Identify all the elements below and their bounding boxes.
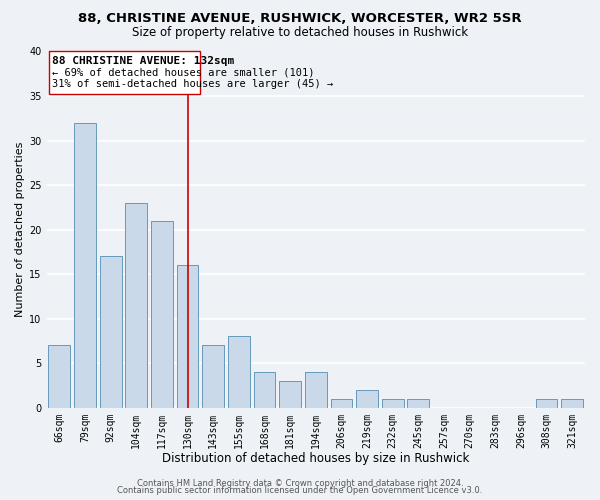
Text: ← 69% of detached houses are smaller (101): ← 69% of detached houses are smaller (10…	[52, 68, 314, 78]
Text: 88 CHRISTINE AVENUE: 132sqm: 88 CHRISTINE AVENUE: 132sqm	[52, 56, 234, 66]
Bar	[356, 390, 378, 407]
Bar	[228, 336, 250, 407]
Bar	[151, 220, 173, 408]
Text: Contains HM Land Registry data © Crown copyright and database right 2024.: Contains HM Land Registry data © Crown c…	[137, 478, 463, 488]
Bar	[100, 256, 122, 408]
Y-axis label: Number of detached properties: Number of detached properties	[15, 142, 25, 318]
Bar	[202, 346, 224, 408]
Text: Size of property relative to detached houses in Rushwick: Size of property relative to detached ho…	[132, 26, 468, 39]
Bar	[49, 346, 70, 408]
X-axis label: Distribution of detached houses by size in Rushwick: Distribution of detached houses by size …	[162, 452, 469, 465]
Bar	[125, 203, 147, 408]
Bar	[561, 399, 583, 407]
Text: 88, CHRISTINE AVENUE, RUSHWICK, WORCESTER, WR2 5SR: 88, CHRISTINE AVENUE, RUSHWICK, WORCESTE…	[78, 12, 522, 26]
Bar	[74, 122, 96, 408]
FancyBboxPatch shape	[49, 52, 200, 94]
Bar	[254, 372, 275, 408]
Bar	[382, 399, 404, 407]
Bar	[305, 372, 326, 408]
Bar	[176, 265, 199, 408]
Text: 31% of semi-detached houses are larger (45) →: 31% of semi-detached houses are larger (…	[52, 79, 333, 89]
Bar	[407, 399, 429, 407]
Bar	[331, 399, 352, 407]
Bar	[536, 399, 557, 407]
Text: Contains public sector information licensed under the Open Government Licence v3: Contains public sector information licen…	[118, 486, 482, 495]
Bar	[279, 381, 301, 407]
